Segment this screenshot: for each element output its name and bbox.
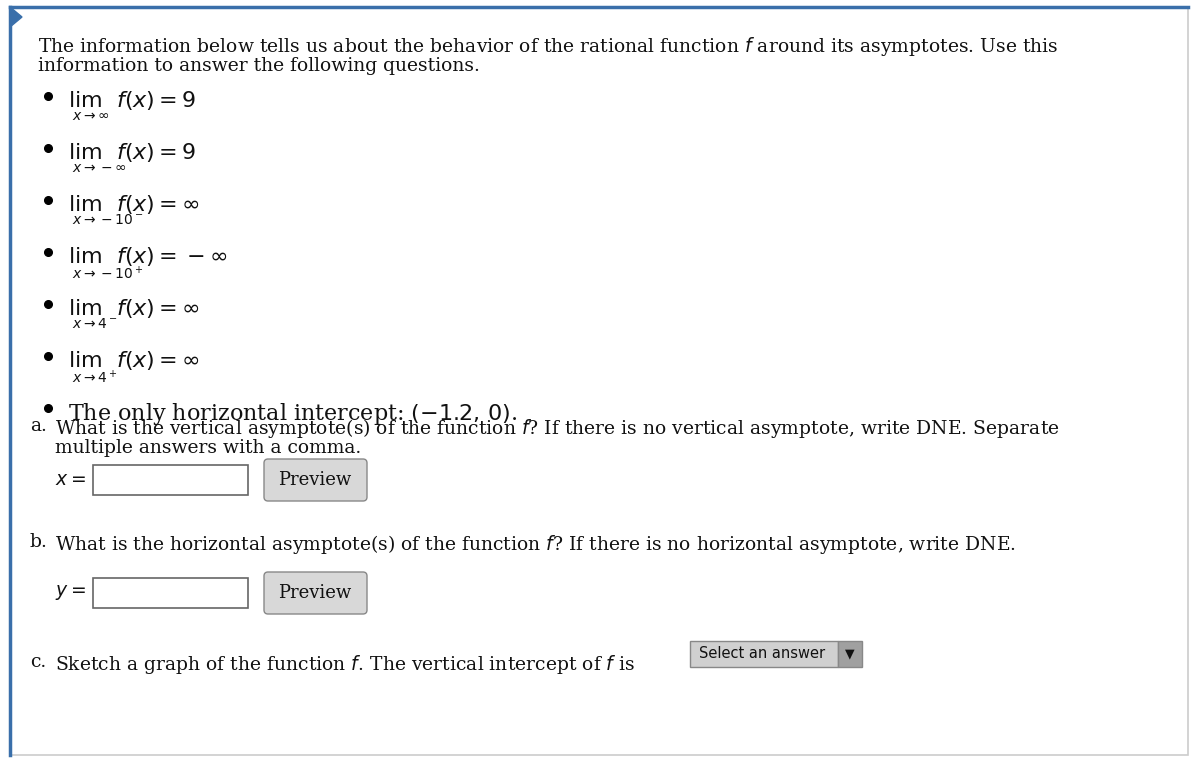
Text: Select an answer: Select an answer xyxy=(698,646,826,662)
Text: Sketch a graph of the function $f$. The vertical intercept of $f$ is: Sketch a graph of the function $f$. The … xyxy=(55,653,635,676)
Text: $x \rightarrow \infty$: $x \rightarrow \infty$ xyxy=(72,109,109,123)
Text: $\mathrm{lim}$  $f(x) = \infty$: $\mathrm{lim}$ $f(x) = \infty$ xyxy=(68,193,200,216)
Text: The only horizontal intercept: $(-1.2,\, 0)$.: The only horizontal intercept: $(-1.2,\,… xyxy=(68,401,517,427)
Text: multiple answers with a comma.: multiple answers with a comma. xyxy=(55,439,361,457)
FancyBboxPatch shape xyxy=(838,641,862,667)
Text: $\mathrm{lim}$  $f(x) = 9$: $\mathrm{lim}$ $f(x) = 9$ xyxy=(68,141,197,164)
Text: $x \rightarrow -10^-$: $x \rightarrow -10^-$ xyxy=(72,213,144,227)
Text: $x =$: $x =$ xyxy=(55,471,86,489)
Text: ▼: ▼ xyxy=(845,647,854,660)
Text: $\mathrm{lim}$  $f(x) = -\infty$: $\mathrm{lim}$ $f(x) = -\infty$ xyxy=(68,245,227,268)
Text: Preview: Preview xyxy=(278,471,352,489)
Text: b.: b. xyxy=(30,533,48,551)
Text: $\mathrm{lim}$  $f(x) = 9$: $\mathrm{lim}$ $f(x) = 9$ xyxy=(68,89,197,112)
FancyBboxPatch shape xyxy=(690,641,838,667)
FancyBboxPatch shape xyxy=(94,465,248,495)
Text: information to answer the following questions.: information to answer the following ques… xyxy=(38,57,480,75)
Text: a.: a. xyxy=(30,417,47,435)
Text: Preview: Preview xyxy=(278,584,352,602)
Text: $x \rightarrow 4^-$: $x \rightarrow 4^-$ xyxy=(72,317,118,331)
Text: The information below tells us about the behavior of the rational function $f$ a: The information below tells us about the… xyxy=(38,35,1058,58)
FancyBboxPatch shape xyxy=(264,459,367,501)
Text: $x \rightarrow -\infty$: $x \rightarrow -\infty$ xyxy=(72,161,127,175)
FancyBboxPatch shape xyxy=(264,572,367,614)
Text: c.: c. xyxy=(30,653,47,671)
FancyBboxPatch shape xyxy=(10,7,1188,755)
Text: What is the horizontal asymptote(s) of the function $f$? If there is no horizont: What is the horizontal asymptote(s) of t… xyxy=(55,533,1016,556)
Text: $\mathrm{lim}$  $f(x) = \infty$: $\mathrm{lim}$ $f(x) = \infty$ xyxy=(68,297,200,320)
Polygon shape xyxy=(10,7,22,27)
Text: $x \rightarrow 4^+$: $x \rightarrow 4^+$ xyxy=(72,369,118,386)
Text: $\mathrm{lim}$  $f(x) = \infty$: $\mathrm{lim}$ $f(x) = \infty$ xyxy=(68,349,200,372)
Text: $x \rightarrow -10^+$: $x \rightarrow -10^+$ xyxy=(72,265,143,282)
FancyBboxPatch shape xyxy=(94,578,248,608)
Text: What is the vertical asymptote(s) of the function $f$? If there is no vertical a: What is the vertical asymptote(s) of the… xyxy=(55,417,1060,440)
Text: $y =$: $y =$ xyxy=(55,584,86,603)
